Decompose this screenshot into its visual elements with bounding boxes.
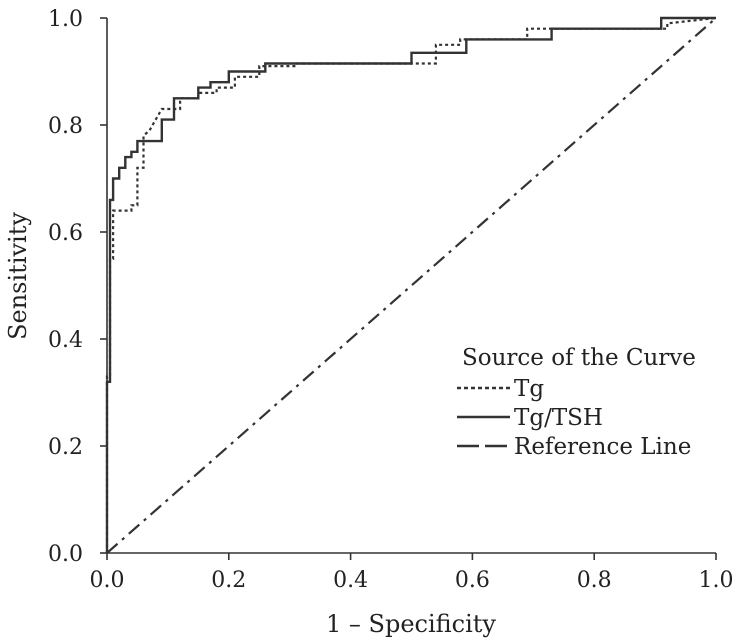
legend-label: Tg — [514, 376, 544, 402]
y-axis-title: Sensitivity — [4, 212, 32, 340]
y-tick-label: 1.0 — [48, 7, 83, 32]
x-tick-label: 0.0 — [90, 568, 125, 593]
legend: Source of the Curve Tg Tg/TSH Reference Li… — [457, 345, 696, 460]
legend-title: Source of the Curve — [462, 345, 696, 371]
legend-entries: Tg Tg/TSH Reference Line — [457, 376, 691, 460]
series-line-reference-line — [106, 17, 717, 554]
legend-label: Tg/TSH — [514, 405, 603, 431]
tick-labels: 0.0 0.2 0.4 0.6 0.8 1.0 0.0 0.2 0.4 0.6 0.8 1.0 — [48, 7, 734, 593]
x-tick-label: 0.4 — [333, 568, 368, 593]
y-tick-label: 0.0 — [48, 542, 83, 567]
x-axis-title: 1 – Specificity — [326, 610, 496, 638]
y-tick-label: 0.6 — [48, 221, 83, 246]
ticks — [100, 17, 717, 560]
y-tick-label: 0.2 — [48, 435, 83, 460]
y-tick-label: 0.4 — [48, 328, 83, 353]
y-tick-label: 0.8 — [48, 114, 83, 139]
x-tick-label: 0.2 — [211, 568, 246, 593]
x-tick-label: 0.6 — [455, 568, 490, 593]
x-tick-label: 0.8 — [577, 568, 612, 593]
x-tick-label: 1.0 — [699, 568, 734, 593]
series-lines — [105, 16, 717, 554]
series-line-tg-tsh — [105, 16, 716, 553]
legend-label: Reference Line — [514, 434, 691, 460]
